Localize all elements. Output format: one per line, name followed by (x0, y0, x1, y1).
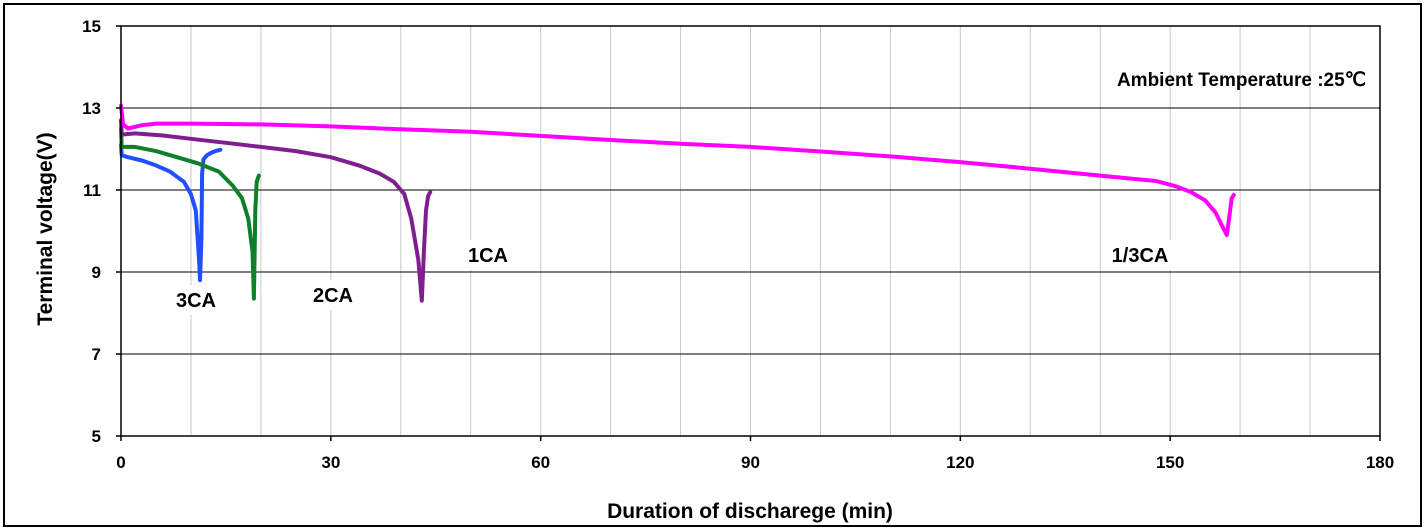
y-axis-title: Terminal voltage(V) (34, 132, 57, 325)
y-tick-label: 7 (92, 345, 101, 364)
series-line-1ca (119, 118, 433, 303)
series-label-1ca: 1CA (468, 245, 508, 267)
series-line-2ca (119, 126, 261, 301)
x-tick-label: 60 (531, 453, 550, 472)
series-label-1-3ca: 1/3CA (1112, 245, 1169, 267)
series-labels: 3CA 2CA 1CA 1/3CA (171, 240, 1177, 315)
x-tick-label: 90 (741, 453, 760, 472)
y-tick-label: 9 (92, 263, 101, 282)
chart-frame (3, 3, 1422, 527)
ambient-temperature-annotation: Ambient Temperature :25℃ (1117, 70, 1366, 91)
series-line-3ca (119, 142, 223, 283)
x-tick-label: 150 (1156, 453, 1184, 472)
axes: 0 30 60 90 120 150 180 5 7 9 11 13 15 (82, 17, 1394, 472)
series-label-2ca: 2CA (313, 285, 353, 307)
x-tick-label: 30 (321, 453, 340, 472)
y-tick-label: 5 (92, 427, 101, 446)
x-tick-label: 120 (946, 453, 974, 472)
series-line-1-3ca (119, 103, 1236, 238)
series-label-background (463, 240, 513, 270)
grid (121, 26, 1380, 436)
y-tick-label: 15 (82, 17, 101, 36)
series-lines (119, 103, 1236, 303)
series-label-background (171, 285, 221, 315)
y-tick-label: 11 (83, 181, 101, 200)
x-axis-title: Duration of discharege (min) (607, 500, 893, 523)
y-tick-label: 13 (82, 99, 101, 118)
series-label-background (308, 280, 358, 310)
series-label-3ca: 3CA (176, 290, 216, 312)
x-tick-label: 0 (116, 453, 125, 472)
series-label-background (1103, 240, 1177, 270)
x-tick-label: 180 (1366, 453, 1394, 472)
